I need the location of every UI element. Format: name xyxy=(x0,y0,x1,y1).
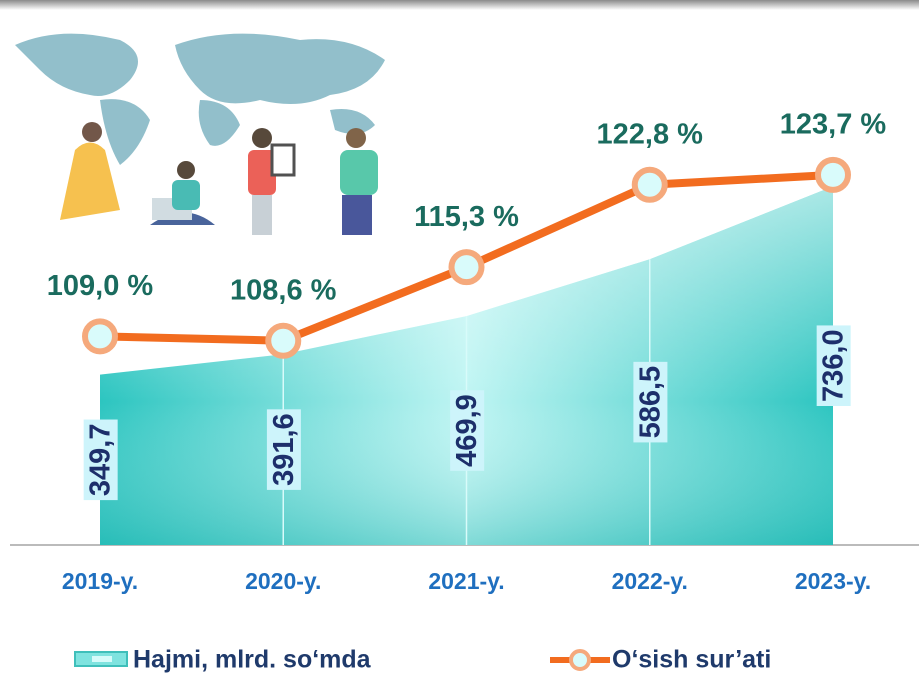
value-label: 391,6 xyxy=(268,413,300,486)
value-label: 586,5 xyxy=(634,366,666,439)
line-value-label: 108,6 % xyxy=(230,274,337,306)
value-label-group: 349,7 xyxy=(83,419,118,501)
line-value-label: 115,3 % xyxy=(414,201,519,233)
line-marker xyxy=(448,249,485,286)
line-marker xyxy=(631,166,668,203)
value-label: 736,0 xyxy=(818,329,850,402)
x-tick-label: 2023-y. xyxy=(795,568,871,594)
value-label-group: 469,9 xyxy=(450,390,485,471)
person-head xyxy=(252,128,272,148)
x-tick-label: 2021-y. xyxy=(428,568,504,594)
line-value-label: 122,8 % xyxy=(597,118,704,150)
value-label-box xyxy=(266,409,301,490)
person xyxy=(252,195,272,235)
illustration xyxy=(15,33,385,235)
value-label-group: 736,0 xyxy=(816,325,851,407)
value-label-box xyxy=(816,325,851,407)
x-tick-label: 2020-y. xyxy=(245,568,321,594)
person xyxy=(342,195,372,235)
line-marker xyxy=(265,322,302,359)
line-value-label: 123,7 % xyxy=(780,109,887,141)
line-value-label: 109,0 % xyxy=(47,270,154,302)
line-marker xyxy=(82,318,118,355)
map-shape xyxy=(198,100,240,146)
value-label-box xyxy=(83,419,118,501)
legend: Hajmi, mlrd. so‘mda O‘sish sur’ati xyxy=(74,646,771,674)
value-label-box xyxy=(450,390,485,471)
person-head xyxy=(177,161,195,179)
person xyxy=(60,142,120,220)
tablet xyxy=(270,143,296,177)
map-shape xyxy=(15,33,138,96)
value-label-group: 586,5 xyxy=(633,361,668,443)
value-label: 349,7 xyxy=(85,424,117,497)
value-label: 469,9 xyxy=(451,394,483,467)
legend-area-icon-inner xyxy=(92,656,112,662)
x-tick-label: 2019-y. xyxy=(62,568,138,594)
person-head xyxy=(82,122,102,142)
value-label-group: 391,6 xyxy=(266,409,301,490)
x-tick-label: 2022-y. xyxy=(612,568,688,594)
legend-label: O‘sish sur’ati xyxy=(612,646,771,674)
map-shape xyxy=(175,33,385,104)
value-label-box xyxy=(633,361,668,443)
top-bar xyxy=(0,0,919,10)
person-head xyxy=(346,128,366,148)
map-shape xyxy=(100,99,150,165)
legend-label: Hajmi, mlrd. so‘mda xyxy=(133,646,372,674)
map-shape xyxy=(330,109,375,134)
person xyxy=(340,150,378,195)
person xyxy=(172,180,200,210)
legend-marker-icon xyxy=(569,649,591,671)
line-marker xyxy=(815,156,851,193)
person xyxy=(248,150,276,195)
